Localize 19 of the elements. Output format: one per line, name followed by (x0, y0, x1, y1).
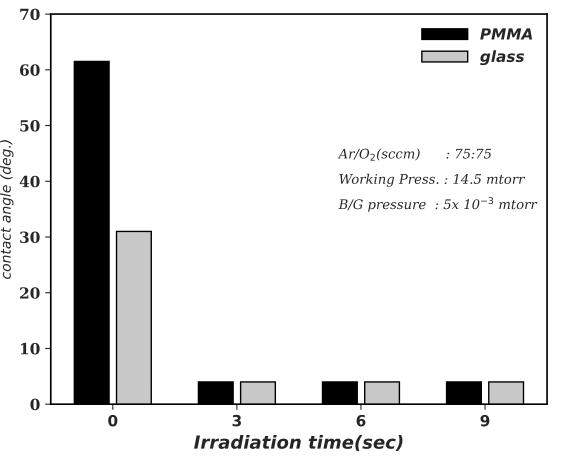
y-axis-title: contact angle (deg.) (0, 140, 14, 279)
y-tick-label: 0 (30, 398, 40, 410)
annotation: B/G pressure : 5x 10$^{−3}$ mtorr (338, 197, 538, 212)
y-tick-label: 50 (20, 120, 40, 132)
legend-label: glass (480, 50, 524, 66)
x-tick-label: 3 (232, 414, 241, 426)
annotation: Ar/O$_{2}$(sccm) : 75:75 (338, 148, 492, 161)
annotation: Working Press. : 14.5 mtorr (339, 174, 526, 187)
y-tick-label: 70 (20, 8, 40, 20)
legend-label: PMMA (480, 28, 532, 40)
x-tick-label: 0 (108, 414, 118, 426)
x-tick-label: 6 (356, 414, 366, 426)
y-tick-label: 60 (20, 64, 40, 76)
x-tick-label: 9 (480, 414, 490, 426)
y-tick-label: 20 (20, 287, 40, 299)
x-axis-title: Irradiation time(sec) (194, 434, 402, 452)
y-tick-label: 30 (20, 231, 40, 244)
y-tick-label: 10 (20, 342, 40, 354)
y-tick-label: 40 (20, 176, 40, 188)
